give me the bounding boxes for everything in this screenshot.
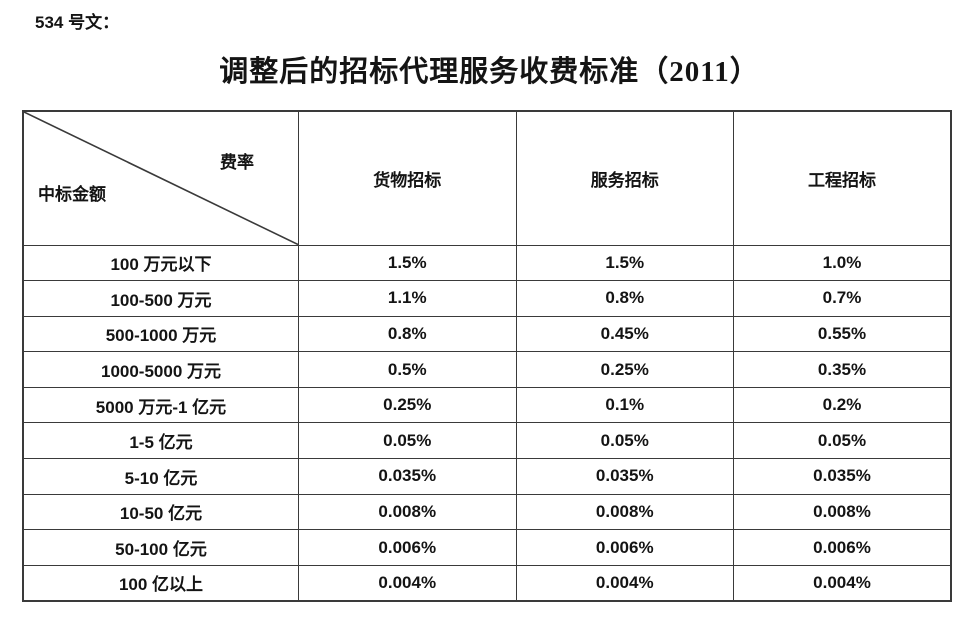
- rate-value-cell: 1.1%: [298, 280, 517, 317]
- table-row: 100-500 万元 1.1% 0.8% 0.7%: [22, 280, 952, 317]
- rate-value-cell: 0.008%: [298, 493, 517, 531]
- fee-rate-table: 费率 中标金额 货物招标 服务招标 工程招标 100 万元以下 1.5% 1.5% 1…: [22, 110, 952, 602]
- rate-value-cell: 0.006%: [733, 529, 952, 566]
- rate-value-cell: 0.25%: [298, 386, 517, 424]
- doc-number-label: 534 号文：: [35, 13, 120, 32]
- corner-label-bid-amount: 中标金额: [38, 185, 106, 204]
- amount-range-cell: 1000-5000 万元: [22, 351, 299, 388]
- amount-range-cell: 5000 万元-1 亿元: [22, 386, 299, 424]
- rate-value-cell: 0.004%: [298, 564, 517, 602]
- column-header-goods-bidding: 货物招标: [298, 110, 517, 246]
- table-row: 10-50 亿元 0.008% 0.008% 0.008%: [22, 493, 952, 531]
- rate-value-cell: 0.55%: [733, 315, 952, 353]
- table-row: 5-10 亿元 0.035% 0.035% 0.035%: [22, 458, 952, 495]
- amount-range-cell: 10-50 亿元: [22, 493, 299, 531]
- amount-range-cell: 100 亿以上: [22, 564, 299, 602]
- rate-value-cell: 1.5%: [298, 244, 517, 282]
- table-row: 1000-5000 万元 0.5% 0.25% 0.35%: [22, 351, 952, 388]
- header-row: 费率 中标金额 货物招标 服务招标 工程招标: [22, 110, 952, 246]
- amount-range-cell: 500-1000 万元: [22, 315, 299, 353]
- rate-value-cell: 0.25%: [515, 351, 734, 388]
- rate-value-cell: 0.1%: [515, 386, 734, 424]
- rate-value-cell: 0.035%: [298, 458, 517, 495]
- table-row: 100 万元以下 1.5% 1.5% 1.0%: [22, 244, 952, 282]
- table-row: 100 亿以上 0.004% 0.004% 0.004%: [22, 564, 952, 602]
- table-row: 1-5 亿元 0.05% 0.05% 0.05%: [22, 422, 952, 460]
- rate-value-cell: 1.0%: [733, 244, 952, 282]
- rate-value-cell: 0.05%: [733, 422, 952, 460]
- table-corner-cell: 费率 中标金额: [22, 110, 299, 246]
- rate-value-cell: 0.004%: [515, 564, 734, 602]
- amount-range-cell: 100 万元以下: [22, 244, 299, 282]
- rate-value-cell: 0.006%: [298, 529, 517, 566]
- amount-range-cell: 1-5 亿元: [22, 422, 299, 460]
- rate-value-cell: 0.004%: [733, 564, 952, 602]
- rate-value-cell: 0.8%: [515, 280, 734, 317]
- amount-range-cell: 100-500 万元: [22, 280, 299, 317]
- rate-value-cell: 0.35%: [733, 351, 952, 388]
- rate-value-cell: 0.05%: [298, 422, 517, 460]
- rate-value-cell: 0.7%: [733, 280, 952, 317]
- amount-range-cell: 50-100 亿元: [22, 529, 299, 566]
- rate-value-cell: 0.2%: [733, 386, 952, 424]
- corner-label-fee-rate: 费率: [220, 153, 254, 172]
- column-header-engineering-bidding: 工程招标: [733, 110, 952, 246]
- page-title: 调整后的招标代理服务收费标准（2011）: [219, 56, 760, 88]
- rate-value-cell: 0.008%: [515, 493, 734, 531]
- table-row: 50-100 亿元 0.006% 0.006% 0.006%: [22, 529, 952, 566]
- table-row: 5000 万元-1 亿元 0.25% 0.1% 0.2%: [22, 386, 952, 424]
- column-header-service-bidding: 服务招标: [515, 110, 734, 246]
- table-row: 500-1000 万元 0.8% 0.45% 0.55%: [22, 315, 952, 353]
- rate-value-cell: 0.8%: [298, 315, 517, 353]
- rate-value-cell: 0.05%: [515, 422, 734, 460]
- diagonal-divider-line: [24, 112, 298, 245]
- rate-value-cell: 1.5%: [515, 244, 734, 282]
- rate-value-cell: 0.035%: [515, 458, 734, 495]
- amount-range-cell: 5-10 亿元: [22, 458, 299, 495]
- fee-table-body: 100 万元以下 1.5% 1.5% 1.0% 100-500 万元 1.1% 0.8% 0.…: [22, 244, 952, 602]
- fee-table-header: 费率 中标金额 货物招标 服务招标 工程招标: [22, 110, 952, 246]
- rate-value-cell: 0.45%: [515, 315, 734, 353]
- rate-value-cell: 0.5%: [298, 351, 517, 388]
- rate-value-cell: 0.006%: [515, 529, 734, 566]
- rate-value-cell: 0.008%: [733, 493, 952, 531]
- rate-value-cell: 0.035%: [733, 458, 952, 495]
